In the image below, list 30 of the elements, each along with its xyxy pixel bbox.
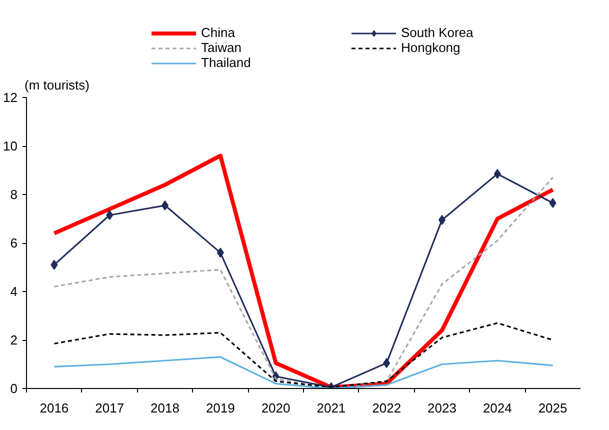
x-tick-label: 2018 — [150, 400, 180, 416]
x-tick-label: 2023 — [428, 400, 456, 416]
y-tick-label: 10 — [3, 138, 18, 154]
x-tick-label: 2019 — [206, 400, 235, 416]
x-tick-label: 2022 — [372, 400, 402, 416]
y-tick-label: 0 — [10, 381, 18, 396]
x-tick-label: 2020 — [261, 400, 290, 416]
y-tick-label: 2 — [10, 332, 18, 348]
y-tick-label: 8 — [10, 187, 18, 202]
x-tick-label: 2025 — [538, 400, 568, 416]
y-tick-label: 4 — [10, 284, 18, 299]
point — [50, 260, 58, 270]
legend-label: Taiwan — [201, 40, 242, 55]
point — [106, 210, 114, 220]
x-tick-label: 2021 — [316, 400, 346, 416]
legend-label: Thailand — [201, 55, 252, 70]
point — [494, 168, 501, 179]
legend-label: South Korea — [401, 25, 474, 40]
x-tick-label: 2017 — [95, 400, 124, 416]
point — [549, 198, 556, 208]
x-tick-label: 2016 — [40, 400, 69, 416]
x-tick-label: 2024 — [482, 400, 512, 416]
y-tick-label: 12 — [3, 90, 18, 105]
legend-label: China — [201, 25, 236, 40]
y-tick-label: 6 — [10, 236, 18, 250]
point — [383, 358, 390, 368]
line-series — [53, 356, 554, 388]
point — [216, 248, 224, 258]
y-axis-title: (m tourists) — [24, 78, 90, 92]
legend-label: Hongkong — [401, 40, 462, 55]
